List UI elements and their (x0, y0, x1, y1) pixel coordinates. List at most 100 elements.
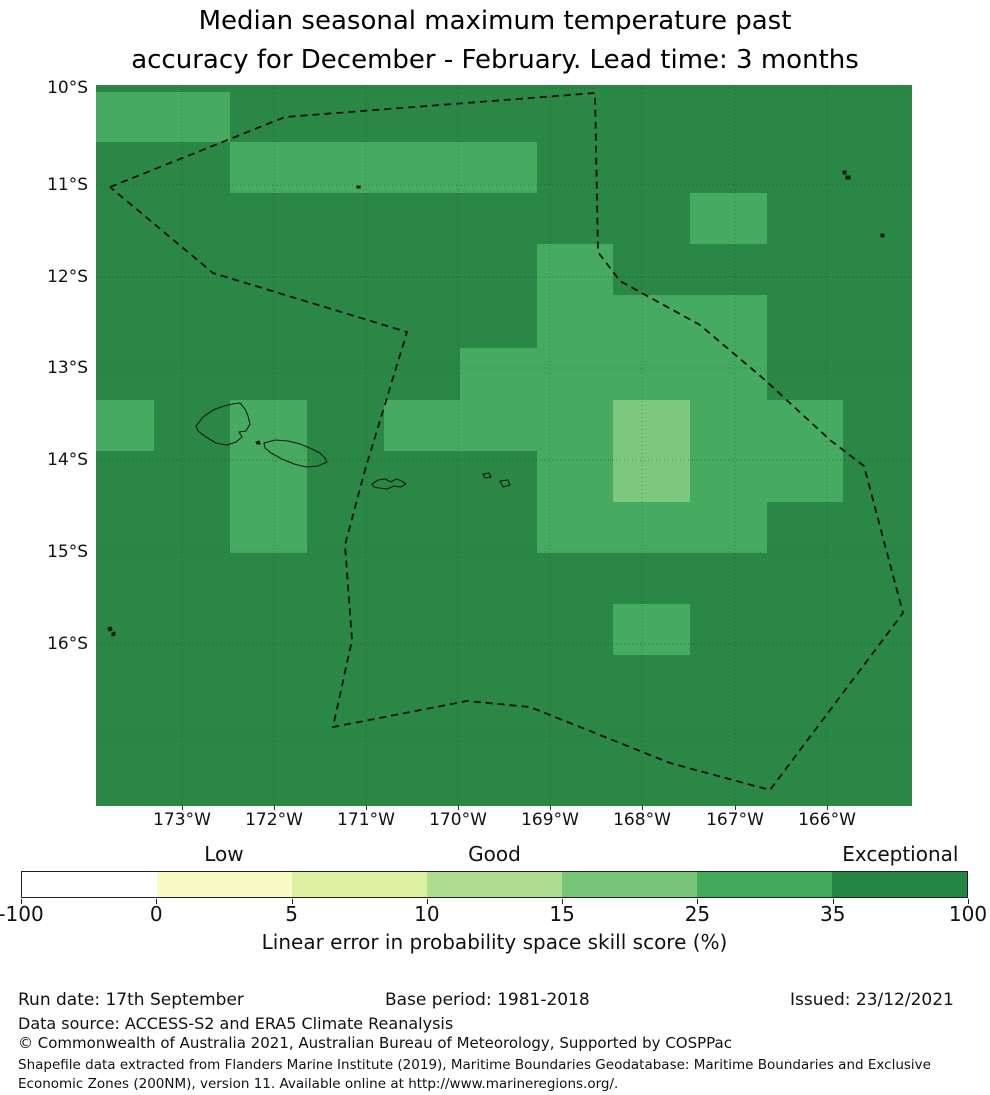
lat-tick-label: 11°S (47, 175, 88, 195)
chart-title-line2: accuracy for December - February. Lead t… (131, 45, 859, 75)
lon-tick-mark (642, 806, 643, 810)
map-plot-area (96, 85, 912, 806)
run-date-text: Run date: 17th September (18, 990, 244, 1010)
skill-cell (690, 295, 767, 348)
skill-cell (537, 244, 613, 295)
island-outline-speck-e (880, 233, 885, 238)
colorbar-segment (427, 872, 562, 897)
skill-cell (537, 400, 613, 451)
island-outline-manua-west (482, 472, 492, 479)
colorbar-tick-label: 25 (684, 902, 711, 926)
colorbar-tick-mark (832, 899, 834, 904)
lon-tick-label: 170°W (429, 810, 487, 830)
lon-tick-mark (274, 806, 275, 810)
colorbar-tick-label: 5 (285, 902, 298, 926)
skill-cell (767, 400, 843, 451)
chart-title-line1: Median seasonal maximum temperature past (198, 6, 792, 36)
colorbar-segment (697, 872, 832, 897)
base-period-text: Base period: 1981-2018 (385, 990, 590, 1010)
issued-date-text: Issued: 23/12/2021 (790, 990, 954, 1010)
colorbar-segment (562, 872, 697, 897)
skill-cell (230, 451, 307, 502)
colorbar-tick-mark (562, 899, 564, 904)
colorbar-tick-mark (968, 899, 969, 904)
chart-title: Median seasonal maximum temperature past… (0, 2, 990, 80)
skill-cell (613, 451, 690, 502)
skill-cell (613, 604, 690, 655)
eez-boundary-dashed (109, 92, 904, 792)
lat-tick-label: 12°S (47, 267, 88, 287)
lon-tick-mark (735, 806, 736, 810)
skill-cell (96, 400, 154, 451)
lon-tick-label: 168°W (613, 810, 671, 830)
colorbar-tick-mark (156, 899, 158, 904)
skill-cell (154, 92, 230, 142)
lon-tick-label: 171°W (337, 810, 395, 830)
colorbar-segment (292, 872, 427, 897)
skill-cell (690, 502, 767, 553)
island-outline-speck-sw-2 (111, 631, 116, 637)
island-outline-speck-sw-1 (107, 626, 113, 632)
lon-tick-mark (827, 806, 828, 810)
colorbar-tick-mark (21, 899, 22, 904)
lat-tick-label: 15°S (47, 542, 88, 562)
lat-tick-label: 10°S (47, 78, 88, 98)
lon-tick-label: 167°W (706, 810, 764, 830)
lon-tick-mark (182, 806, 183, 810)
colorbar (21, 871, 968, 898)
lat-tick-label: 16°S (47, 634, 88, 654)
skill-cell (230, 142, 307, 193)
skill-cell (230, 502, 307, 553)
skill-cell (613, 348, 690, 400)
skill-cell (690, 348, 767, 400)
island-outline-tutuila (371, 478, 407, 490)
skill-cell (537, 451, 613, 502)
colorbar-tick-mark (426, 899, 428, 904)
island-outline-manua-east (499, 479, 511, 488)
colorbar-tick-label: 0 (149, 902, 163, 926)
lon-tick-label: 166°W (798, 810, 856, 830)
skill-cell (384, 400, 460, 451)
island-outline-swains (356, 185, 361, 189)
copyright-text: © Commonwealth of Australia 2021, Austra… (18, 1034, 732, 1052)
skill-cell (537, 502, 613, 553)
island-outline-upolu (263, 439, 328, 468)
lon-tick-label: 173°W (153, 810, 211, 830)
skill-cell (613, 502, 690, 553)
lat-tick-label: 14°S (47, 450, 88, 470)
island-outline-speck-ne-1 (842, 170, 847, 175)
lon-tick-label: 172°W (245, 810, 303, 830)
lat-tick-label: 13°S (47, 358, 88, 378)
lon-tick-mark (366, 806, 367, 810)
lon-tick-mark (458, 806, 459, 810)
lon-tick-mark (550, 806, 551, 810)
skill-cell (537, 348, 613, 400)
colorbar-caption: Linear error in probability space skill … (261, 930, 728, 954)
skill-cell (384, 142, 460, 193)
colorbar-tick-label: 35 (819, 902, 846, 926)
skill-cell (96, 92, 154, 142)
skill-cell (460, 400, 537, 451)
lon-tick-label: 169°W (521, 810, 579, 830)
island-outline-savaii (195, 402, 251, 446)
colorbar-tick-label: -100 (0, 902, 44, 926)
skill-cell (460, 348, 537, 400)
colorbar-tick-label: 15 (549, 902, 575, 926)
colorbar-segment (157, 872, 292, 897)
colorbar-segment (22, 872, 157, 897)
colorbar-tick-label: 10 (414, 902, 440, 926)
colorbar-tick-mark (697, 899, 699, 904)
island-outline-manono (255, 440, 261, 445)
colorbar-category-label-exceptional: Exceptional (842, 842, 959, 866)
map-overlay-svg (96, 85, 912, 806)
colorbar-segment (832, 872, 967, 897)
colorbar-tick-mark (291, 899, 293, 904)
skill-cell (613, 295, 690, 348)
island-outline-speck-ne-2 (845, 175, 851, 180)
colorbar-category-label-low: Low (204, 842, 244, 866)
skill-cell (613, 400, 690, 451)
skill-cell (460, 142, 537, 193)
skill-cell (537, 295, 613, 348)
shapefile-note-text: Shapefile data extracted from Flanders M… (18, 1057, 931, 1092)
